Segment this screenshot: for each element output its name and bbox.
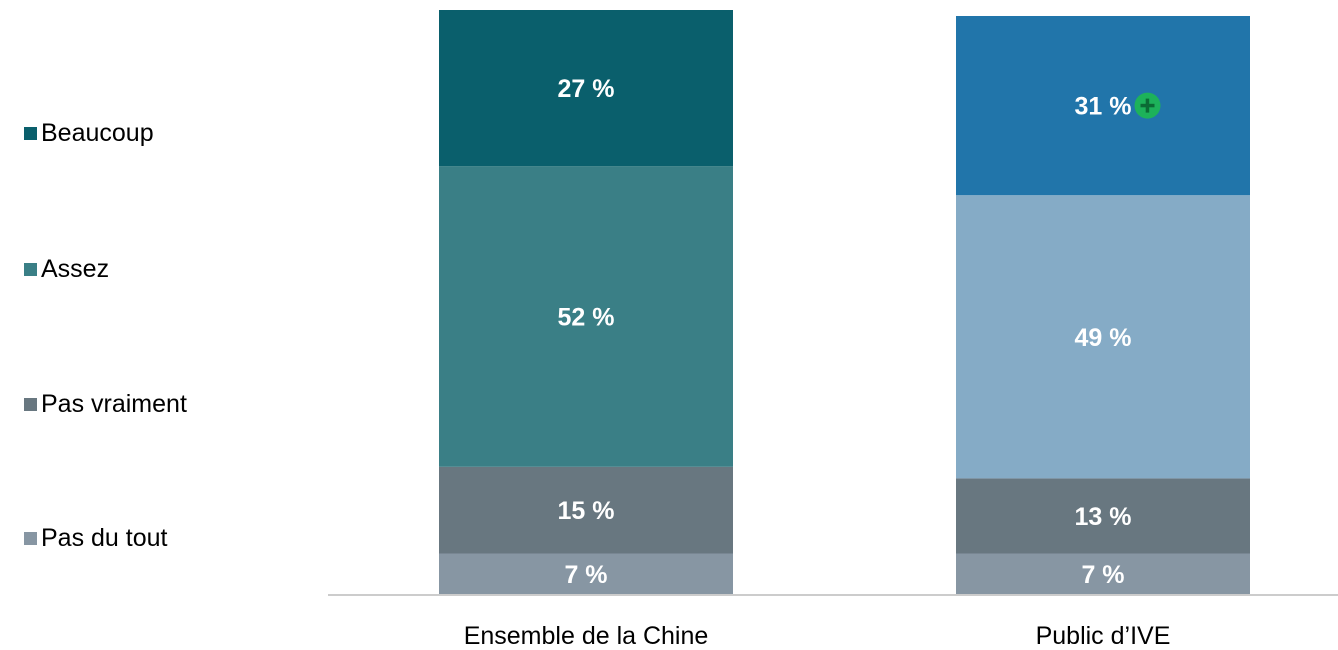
data-label-assez-ensemble-de-la-chine: 52 % xyxy=(558,304,615,332)
legend-label-pas-du-tout: Pas du tout xyxy=(41,524,168,552)
data-label-pas-vraiment-public-dive: 13 % xyxy=(1075,503,1132,531)
x-tick-label-ensemble-de-la-chine: Ensemble de la Chine xyxy=(464,622,709,650)
x-tick-label-public-dive: Public d’IVE xyxy=(1036,622,1171,650)
legend-swatch-beaucoup xyxy=(24,127,37,140)
data-label-pas-du-tout-public-dive: 7 % xyxy=(1081,561,1124,589)
legend-label-assez: Assez xyxy=(41,255,110,283)
plus-circle-icon xyxy=(1134,92,1161,119)
legend-item-assez: Assez xyxy=(24,255,284,284)
legend-swatch-assez xyxy=(24,263,37,276)
data-label-assez-public-dive: 49 % xyxy=(1075,324,1132,352)
legend-swatch-pas-vraiment xyxy=(24,398,37,411)
bar-segment-beaucoup-ensemble-de-la-chine xyxy=(439,10,733,167)
bar-segment-assez-public-dive xyxy=(956,195,1250,479)
legend-item-beaucoup: Beaucoup xyxy=(24,119,284,148)
bar-segment-pas-vraiment-ensemble-de-la-chine xyxy=(439,466,733,554)
data-label-beaucoup-ensemble-de-la-chine: 27 % xyxy=(558,75,615,103)
legend-item-pas-vraiment: Pas vraiment xyxy=(24,390,284,419)
bar-segment-beaucoup-public-dive xyxy=(956,16,1250,196)
legend-label-pas-vraiment: Pas vraiment xyxy=(41,390,187,418)
bar-segment-pas-vraiment-public-dive xyxy=(956,478,1250,554)
legend-item-pas-du-tout: Pas du tout xyxy=(24,524,284,553)
data-label-pas-du-tout-ensemble-de-la-chine: 7 % xyxy=(564,561,607,589)
data-label-beaucoup-public-dive: 31 % xyxy=(1075,93,1132,121)
legend-label-beaucoup: Beaucoup xyxy=(41,119,154,147)
bar-segment-pas-du-tout-public-dive xyxy=(956,553,1250,594)
bar-segment-assez-ensemble-de-la-chine xyxy=(439,166,733,467)
bar-segment-pas-du-tout-ensemble-de-la-chine xyxy=(439,553,733,594)
bars-group xyxy=(439,10,1250,594)
x-tick-labels-group: Ensemble de la Chine Public d’IVE xyxy=(464,622,1171,650)
value-labels-group: 7 % 15 % 52 % 27 % 7 % 13 % 49 % 31 % xyxy=(558,75,1132,589)
legend-swatch-pas-du-tout xyxy=(24,532,37,545)
annotation-group xyxy=(1134,92,1161,119)
data-label-pas-vraiment-ensemble-de-la-chine: 15 % xyxy=(558,497,615,525)
